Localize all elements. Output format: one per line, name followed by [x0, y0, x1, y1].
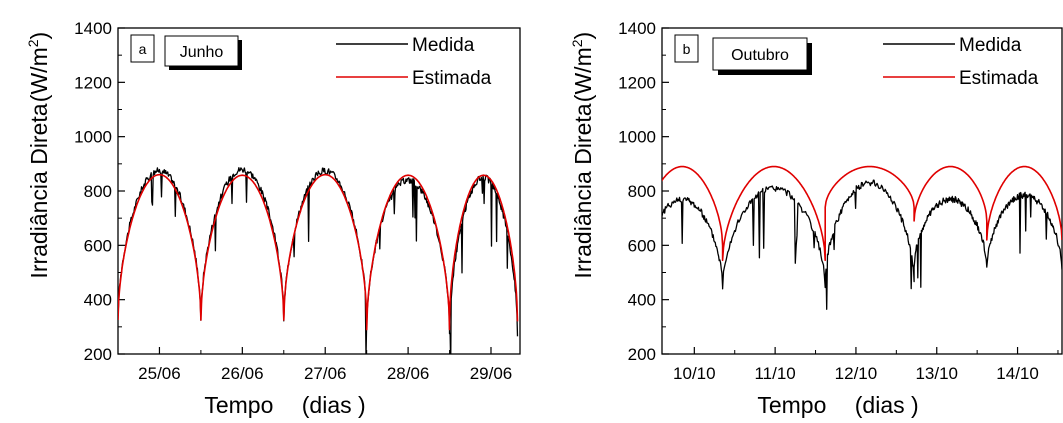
panel-a-y-title-main: Irradiância Direta [26, 103, 52, 278]
y-tick-label: 200 [84, 345, 112, 364]
panel-b-series-measured [662, 179, 1062, 310]
panel-b-curves [662, 165, 1062, 310]
panel-b-x-ticks: 10/10 11/10 12/10 13/10 14/10 [673, 347, 1059, 383]
panel-a-chart: 200 400 600 800 1000 1200 1400 25/06 26/06 27/06… [25, 19, 521, 418]
panel-b-y-unit: (W/m2) [569, 32, 596, 102]
x-tick-label: 27/06 [304, 364, 347, 383]
panel-b-x-title: Tempo (dias ) [757, 392, 918, 418]
panel-a-month-label: Junho [180, 44, 224, 61]
x-tick-label: 28/06 [387, 364, 430, 383]
panel-b-y-title: Irradiância Direta [570, 103, 596, 278]
panel-a-x-title-unit: (dias ) [302, 392, 366, 418]
x-tick-label: 14/10 [996, 364, 1039, 383]
x-tick-label: 25/06 [138, 364, 181, 383]
y-tick-label: 400 [84, 291, 112, 310]
panel-a-y-unit-sup: 2 [25, 39, 41, 47]
x-tick-label: 12/10 [835, 364, 878, 383]
panel-b-y-ticks: 200 400 600 800 1000 1200 1400 [618, 19, 669, 364]
panel-b-legend-estimated: Estimada [959, 68, 1039, 89]
panel-a-series-estimated [118, 173, 519, 331]
panel-a-x-ticks: 25/06 26/06 27/06 28/06 29/06 [117, 347, 513, 383]
y-tick-label: 1400 [74, 19, 112, 38]
panel-b-x-title-main: Tempo [757, 392, 826, 418]
y-tick-label: 800 [628, 182, 656, 201]
panel-b-y-unit-text: (W/m [570, 47, 596, 102]
panel-b-letter: b [683, 41, 691, 57]
y-tick-label: 600 [84, 236, 112, 255]
panel-b-legend-measured: Medida [959, 35, 1022, 56]
panel-a-y-ticks: 200 400 600 800 1000 1200 1400 [74, 19, 125, 364]
panel-a-x-title: Tempo (dias ) [204, 392, 365, 418]
y-tick-label: 1200 [74, 73, 112, 92]
y-tick-label: 1000 [618, 128, 656, 147]
y-tick-label: 1400 [618, 19, 656, 38]
panel-a-legend-estimated: Estimada [412, 68, 492, 89]
y-tick-label: 200 [628, 345, 656, 364]
panel-a-letter: a [139, 41, 147, 57]
panel-b-chart: 200 400 600 800 1000 1200 1400 10/10 11/10 12/10… [569, 19, 1063, 418]
x-tick-label: 26/06 [221, 364, 264, 383]
panel-a-legend-measured: Medida [412, 35, 475, 56]
x-tick-label: 29/06 [470, 364, 513, 383]
panel-b-y-unit-sup: 2 [569, 39, 585, 47]
panel-b-month-label: Outubro [731, 47, 789, 64]
y-tick-label: 400 [628, 291, 656, 310]
y-tick-label: 1200 [618, 73, 656, 92]
panel-a-series-measured [118, 167, 519, 354]
panel-b-y-unit-close: ) [570, 32, 596, 40]
x-tick-label: 10/10 [673, 364, 716, 383]
panel-b-series-estimated [662, 165, 1062, 262]
x-tick-label: 11/10 [754, 364, 795, 383]
panel-a-y-unit: (W/m2) [25, 32, 52, 102]
panel-a-month-box [164, 35, 239, 67]
panel-a-y-title: Irradiância Direta [26, 103, 52, 278]
panel-b-y-title-main: Irradiância Direta [570, 103, 596, 278]
panel-a-y-unit-text: (W/m [26, 47, 52, 102]
panel-b-x-title-unit: (dias ) [855, 392, 919, 418]
x-tick-label: 13/10 [915, 364, 958, 383]
panel-b-letter-box [674, 34, 699, 63]
y-tick-label: 800 [84, 182, 112, 201]
y-tick-label: 600 [628, 236, 656, 255]
panel-b-month-box [712, 37, 808, 71]
panel-a-y-unit-close: ) [26, 32, 52, 40]
panel-a-curves [118, 167, 519, 354]
panel-a-x-title-main: Tempo [204, 392, 273, 418]
y-tick-label: 1000 [74, 128, 112, 147]
panel-a-letter-box [130, 34, 155, 63]
